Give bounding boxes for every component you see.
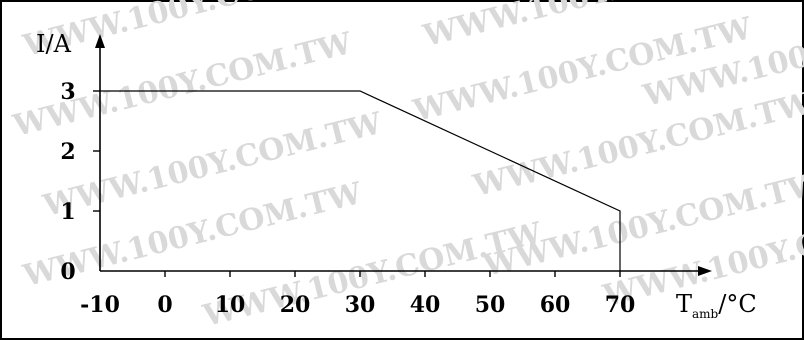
- x-axis-label-sub: amb: [692, 307, 719, 321]
- x-axis-label-unit: /°C: [718, 290, 756, 318]
- x-tick-label: 0: [157, 292, 172, 318]
- x-axis-label-main: T: [676, 290, 692, 318]
- axes: [95, 34, 712, 276]
- x-tick-label: 20: [280, 292, 311, 318]
- x-tick-label: 30: [345, 292, 376, 318]
- y-axis-arrow: [95, 34, 105, 48]
- x-tick-label: 40: [410, 292, 441, 318]
- x-tick-label: 10: [215, 292, 246, 318]
- y-tick-label: 1: [60, 199, 75, 225]
- y-tick-label: 2: [60, 139, 75, 165]
- y-axis-label: I/A: [36, 30, 72, 58]
- derating-curve: [100, 90, 621, 271]
- y-tick-label: 3: [60, 79, 75, 105]
- x-tick-label: 70: [605, 292, 636, 318]
- x-axis-label: Tamb/°C: [676, 290, 757, 321]
- x-axis-arrow: [698, 266, 712, 276]
- x-tick-label: 50: [475, 292, 506, 318]
- x-tick-label: -10: [80, 292, 120, 318]
- series-group: [100, 90, 621, 271]
- y-tick-label: 0: [60, 259, 75, 285]
- x-tick-label: 60: [540, 292, 571, 318]
